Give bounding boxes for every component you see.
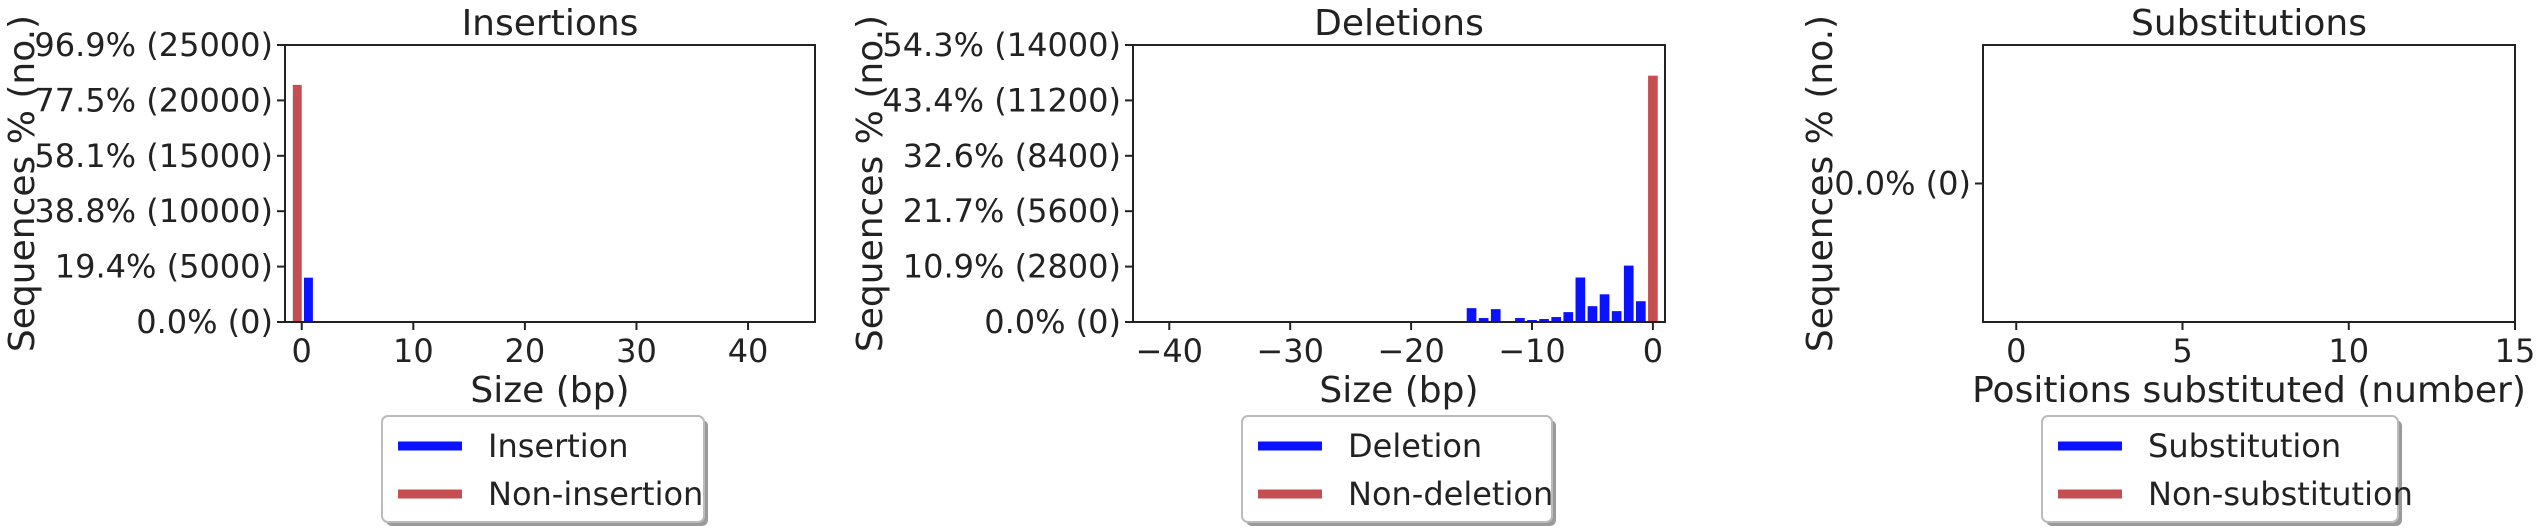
deletions-plot-frame bbox=[1132, 44, 1666, 323]
deletions-legend-label-non-deletion: Non-deletion bbox=[1348, 475, 1553, 513]
substitutions-xtick-label: 15 bbox=[2495, 332, 2536, 370]
insertions-ytick-label: 0.0% (0) bbox=[136, 303, 273, 341]
deletions-bar-deletion-12 bbox=[1623, 265, 1634, 322]
insertions-title: Insertions bbox=[462, 3, 639, 44]
deletions-legend: Deletion Non-deletion bbox=[1241, 415, 1556, 526]
insertions-legend: Insertion Non-insertion bbox=[381, 415, 708, 526]
deletions-title: Deletions bbox=[1314, 3, 1484, 44]
insertions-ytick-label: 58.1% (15000) bbox=[34, 137, 273, 175]
insertions-ytick-label: 77.5% (20000) bbox=[34, 81, 273, 119]
substitutions-title: Substitutions bbox=[2131, 3, 2367, 44]
deletions-ytick-label: 32.6% (8400) bbox=[903, 137, 1121, 175]
deletions-bar-non-deletion-0 bbox=[1648, 75, 1658, 323]
deletions-bar-deletion-0 bbox=[1466, 308, 1477, 322]
substitutions-chart: Substitutions 0 5 10 15 0.0% (0) Positions sub… bbox=[1800, 3, 2535, 526]
substitutions-legend-label-substitution: Substitution bbox=[2148, 427, 2341, 465]
deletions-ytick-label: 43.4% (11200) bbox=[882, 81, 1121, 119]
substitutions-xtick-label: 5 bbox=[2172, 332, 2192, 370]
deletions-bar-deletion-2 bbox=[1490, 309, 1501, 322]
insertions-xtick-label: 20 bbox=[505, 332, 546, 370]
insertions-ytick-label: 96.9% (25000) bbox=[34, 26, 273, 64]
deletions-bar-deletion-7 bbox=[1563, 312, 1574, 322]
insertions-y-axis-label: Sequences % (no.) bbox=[2, 15, 43, 352]
substitutions-ytick-label: 0.0% (0) bbox=[1834, 165, 1971, 203]
substitutions-xtick-label: 10 bbox=[2328, 332, 2369, 370]
deletions-legend-label-deletion: Deletion bbox=[1348, 427, 1482, 465]
deletions-bar-deletion-11 bbox=[1611, 311, 1622, 322]
insertions-xtick-label: 0 bbox=[292, 332, 312, 370]
deletions-bar-deletion-10 bbox=[1599, 294, 1610, 322]
deletions-xtick-label: −10 bbox=[1498, 332, 1566, 370]
substitutions-legend: Substitution Non-substitution bbox=[2041, 415, 2413, 526]
insertions-xtick-label: 10 bbox=[393, 332, 434, 370]
deletions-x-axis-label: Size (bp) bbox=[1319, 370, 1478, 411]
deletions-bar-deletion-13 bbox=[1635, 301, 1646, 322]
deletions-bar-deletion-9 bbox=[1587, 306, 1598, 322]
insertions-ytick-label: 38.8% (10000) bbox=[34, 192, 273, 230]
deletions-xtick-label: −40 bbox=[1136, 332, 1204, 370]
substitutions-xtick-label: 0 bbox=[2006, 332, 2026, 370]
insertions-legend-label-non-insertion: Non-insertion bbox=[488, 475, 703, 513]
insertions-chart: Insertions 0 10 20 30 40 0.0% (0) 19.4% (5000) 3… bbox=[2, 3, 816, 526]
insertions-xtick-label: 40 bbox=[728, 332, 769, 370]
deletions-ytick-label: 0.0% (0) bbox=[984, 303, 1121, 341]
insertions-legend-box bbox=[381, 415, 705, 523]
substitutions-legend-label-non-substitution: Non-substitution bbox=[2148, 475, 2413, 513]
substitutions-plot-frame bbox=[1982, 44, 2516, 323]
deletions-y-axis-label: Sequences % (no.) bbox=[850, 15, 891, 352]
deletions-ytick-label: 21.7% (5600) bbox=[903, 192, 1121, 230]
deletions-bar-deletion-6 bbox=[1551, 317, 1562, 322]
deletions-xtick-label: −20 bbox=[1377, 332, 1445, 370]
deletions-bar-deletion-3 bbox=[1515, 318, 1525, 322]
insertions-legend-label-insertion: Insertion bbox=[488, 427, 629, 465]
substitutions-y-axis-label: Sequences % (no.) bbox=[1800, 15, 1841, 352]
deletions-bar-deletion-8 bbox=[1575, 277, 1586, 322]
deletions-bar-deletion-1 bbox=[1478, 318, 1489, 322]
insertions-bar-non-insertion-0 bbox=[292, 84, 302, 322]
insertions-plot-frame bbox=[284, 44, 816, 323]
deletions-xtick-label: −30 bbox=[1256, 332, 1324, 370]
deletions-xtick-label: 0 bbox=[1643, 332, 1663, 370]
deletions-chart: Deletions −40 −30 −20 −10 0 0.0% (0) 10.9% (280… bbox=[850, 3, 1666, 526]
deletions-ytick-label: 10.9% (2800) bbox=[903, 248, 1121, 286]
insertions-x-axis-label: Size (bp) bbox=[470, 370, 629, 411]
insertions-bar-insertion-0 bbox=[303, 277, 313, 322]
substitutions-x-axis-label: Positions substituted (number) bbox=[1972, 370, 2526, 411]
deletions-bar-deletion-5 bbox=[1539, 319, 1549, 322]
substitutions-legend-box bbox=[2041, 415, 2399, 523]
insertions-ytick-label: 19.4% (5000) bbox=[55, 248, 273, 286]
insertions-xtick-label: 30 bbox=[616, 332, 657, 370]
deletions-ytick-label: 54.3% (14000) bbox=[882, 26, 1121, 64]
